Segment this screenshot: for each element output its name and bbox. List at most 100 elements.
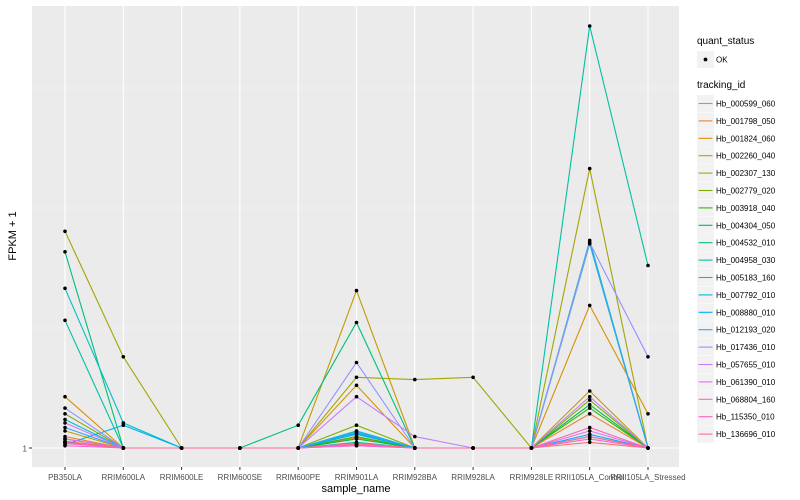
data-point: [63, 425, 67, 430]
data-point: [63, 406, 67, 410]
data-point: [354, 430, 359, 434]
data-point: [587, 24, 592, 28]
legend-series-label: Hb_061390_010: [716, 378, 776, 387]
grid-lines: [32, 6, 679, 467]
data-point: [646, 263, 650, 268]
data-point: [121, 423, 126, 428]
x-axis-ticks: PB350LA RRIM600LA RRIM600LE RRIM600SE RRIM60…: [48, 467, 686, 482]
data-point: [63, 412, 67, 416]
data-point: [63, 440, 67, 445]
legend-series-label: Hb_003918_040: [716, 204, 776, 213]
legend-shape-label: OK: [716, 56, 728, 65]
x-tick-label: RRIM928LE: [510, 473, 554, 482]
data-point: [354, 437, 359, 441]
legend-series-label: Hb_001798_050: [716, 117, 776, 126]
legend-color-items: Hb_000599_060 Hb_001798_050 Hb_001824_060 H…: [697, 95, 776, 443]
data-point: [63, 229, 67, 234]
x-tick-label: PB350LA: [48, 473, 82, 482]
data-point: [413, 434, 417, 439]
x-tick-label: RRIM600LE: [160, 473, 204, 482]
legend-point-icon: [703, 57, 708, 62]
data-point: [587, 303, 592, 308]
data-point: [587, 398, 592, 402]
data-point: [587, 425, 592, 430]
x-tick-label: RRIM600PE: [276, 473, 320, 482]
x-tick-label: RRIM600SE: [218, 473, 262, 482]
data-point: [63, 421, 67, 425]
data-point: [121, 355, 126, 359]
data-point: [646, 355, 650, 359]
legend-series-label: Hb_012193_020: [716, 326, 776, 335]
data-point: [63, 417, 67, 422]
x-tick-label: RRIM901LA: [335, 473, 379, 482]
data-point: [587, 166, 592, 171]
legend-series-label: Hb_002260_040: [716, 152, 776, 161]
x-tick-label: RRII105LA_Control: [555, 473, 625, 482]
data-point: [121, 446, 126, 450]
data-point: [587, 429, 592, 433]
legend-series-label: Hb_004304_050: [716, 221, 776, 230]
data-point: [354, 320, 359, 325]
data-point: [238, 446, 242, 450]
data-point: [587, 402, 592, 407]
data-point: [587, 394, 592, 399]
y-axis-label: FPKM + 1: [7, 211, 19, 260]
legend-shape-items: OK: [697, 51, 728, 68]
data-point: [587, 389, 592, 393]
x-tick-label: RRIM928LA: [451, 473, 495, 482]
y-tick-label: 1: [23, 445, 28, 454]
legend-series-label: Hb_068804_160: [716, 395, 776, 404]
y-axis-ticks: 1: [23, 445, 32, 454]
data-point: [63, 437, 67, 441]
data-point: [354, 423, 359, 428]
legend-series-label: Hb_004958_030: [716, 256, 776, 265]
data-point: [646, 446, 650, 450]
legend-series-label: Hb_057655_010: [716, 361, 776, 370]
data-point: [63, 318, 67, 323]
data-point: [179, 446, 184, 450]
legend-shape-title: quant_status: [697, 36, 754, 47]
data-point: [587, 434, 592, 439]
data-point: [354, 394, 359, 399]
data-point: [587, 240, 592, 245]
data-point: [63, 429, 67, 433]
legend-series-label: Hb_002779_020: [716, 187, 776, 196]
data-point: [296, 446, 301, 450]
data-point: [529, 446, 534, 450]
data-point: [587, 440, 592, 445]
data-point: [354, 383, 359, 388]
legend: quant_status OK tracking_id Hb_000599_06…: [697, 36, 776, 443]
data-point: [354, 375, 359, 380]
data-point: [587, 406, 592, 410]
data-point: [413, 446, 417, 450]
legend-series-label: Hb_000599_060: [716, 100, 776, 109]
legend-series-label: Hb_002307_130: [716, 169, 776, 178]
data-point: [587, 412, 592, 416]
data-points: [63, 24, 650, 450]
legend-series-label: Hb_136696_010: [716, 430, 776, 439]
legend-series-label: Hb_007792_010: [716, 291, 776, 300]
x-tick-label: RRIM928BA: [393, 473, 438, 482]
x-tick-label: RRII105LA_Stressed: [610, 473, 685, 482]
x-tick-label: RRIM600LA: [102, 473, 146, 482]
data-point: [354, 441, 359, 446]
data-point: [354, 288, 359, 293]
legend-color-title: tracking_id: [697, 80, 745, 91]
legend-series-label: Hb_005183_160: [716, 274, 776, 283]
data-point: [296, 423, 301, 428]
legend-series-label: Hb_115350_010: [716, 413, 775, 422]
data-point: [471, 375, 475, 380]
legend-series-label: Hb_004532_010: [716, 239, 776, 248]
data-point: [354, 360, 359, 365]
data-point: [471, 446, 475, 450]
data-point: [63, 286, 67, 291]
legend-series-label: Hb_001824_060: [716, 134, 776, 143]
x-axis-label: sample_name: [321, 483, 390, 495]
data-point: [646, 412, 650, 416]
data-point: [63, 250, 67, 254]
data-point: [413, 377, 417, 382]
data-point: [63, 394, 67, 399]
plot-panel: [32, 6, 679, 467]
legend-series-label: Hb_008880_010: [716, 308, 776, 317]
